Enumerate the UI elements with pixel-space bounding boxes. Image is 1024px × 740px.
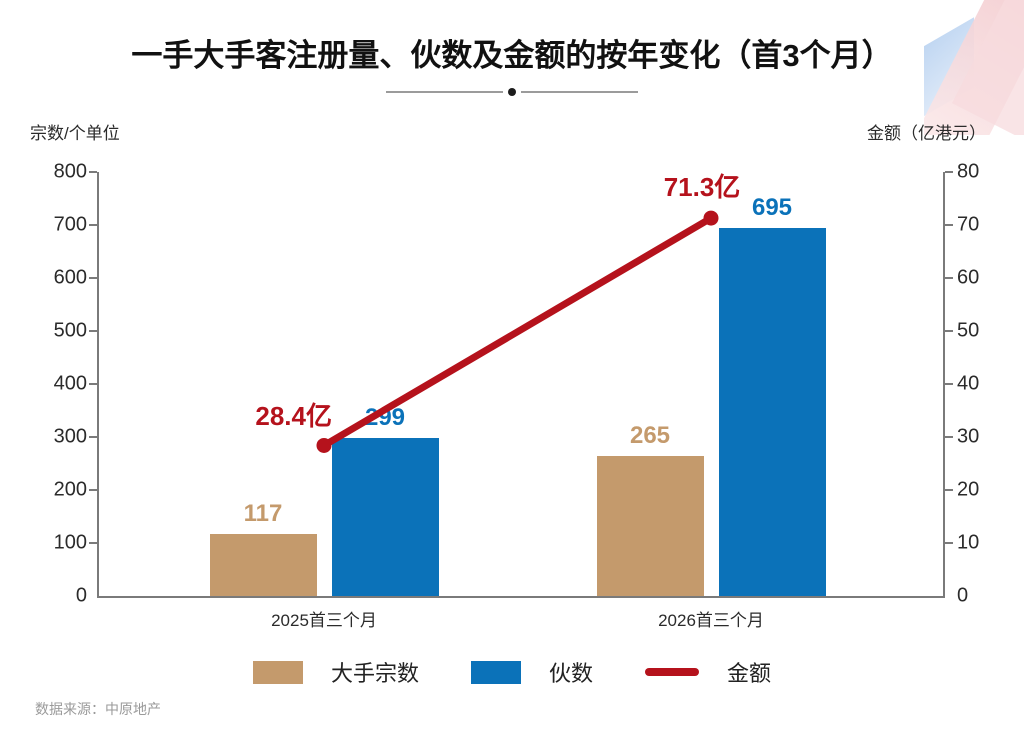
amount-line-point (316, 437, 332, 453)
left-axis-tick-label: 0 (75, 584, 87, 607)
right-axis-tick-mark (945, 171, 953, 173)
legend-item-amount: 金额 (645, 656, 771, 688)
right-axis-tick-label: 60 (957, 266, 980, 289)
left-axis-tick-mark (89, 489, 97, 491)
right-axis-tick-label: 0 (957, 584, 969, 607)
bar-伙数-2026首三个月 (718, 227, 826, 596)
source-note: 数据来源：中原地产 (35, 701, 161, 717)
right-axis-tick-label: 70 (957, 213, 980, 236)
bar-大手宗数-2026首三个月 (596, 455, 704, 596)
left-axis-tick-label: 200 (53, 478, 87, 501)
title-divider (0, 88, 1024, 96)
bar-伙数-2025首三个月 (331, 437, 439, 596)
right-axis-title: 金额（亿港元） (867, 124, 986, 143)
bar-value-label: 695 (751, 193, 793, 221)
left-axis-tick-label: 600 (53, 266, 87, 289)
left-axis-tick-label: 800 (53, 160, 87, 183)
amount-line (316, 210, 719, 453)
left-axis-tick-mark (89, 542, 97, 544)
left-axis-tick-mark (89, 277, 97, 279)
right-axis-tick-mark (945, 489, 953, 491)
legend-swatch-tan-bar (252, 660, 303, 684)
divider-line-left (386, 91, 503, 93)
left-axis-title: 宗数/个单位 (30, 124, 120, 143)
right-axis-tick-mark (945, 224, 953, 226)
x-axis-label: 2025首三个月 (271, 611, 377, 630)
right-axis-tick-label: 10 (957, 531, 980, 554)
left-axis-tick-label: 100 (53, 531, 87, 554)
right-axis-tick-label: 40 (957, 372, 980, 395)
left-axis-tick-mark (89, 383, 97, 385)
legend-item-units: 伙数 (470, 656, 593, 688)
right-axis-tick-mark (945, 383, 953, 385)
left-axis-tick-label: 400 (53, 372, 87, 395)
legend-item-cases: 大手宗数 (252, 656, 419, 688)
chart-title: 一手大手客注册量、伙数及金额的按年变化（首3个月） (131, 38, 893, 73)
right-axis-tick-label: 20 (957, 478, 980, 501)
legend-label: 大手宗数 (330, 661, 419, 686)
legend: 大手宗数 伙数 金额 (0, 656, 1024, 688)
left-axis-tick-mark (89, 330, 97, 332)
bar-大手宗数-2025首三个月 (209, 534, 317, 596)
amount-line-point (703, 210, 719, 226)
right-axis-tick-label: 80 (957, 160, 980, 183)
right-axis-tick-mark (945, 277, 953, 279)
x-axis-label: 2026首三个月 (658, 611, 764, 630)
divider-line-right (521, 91, 638, 93)
right-axis-tick-mark (945, 436, 953, 438)
left-axis-tick-mark (89, 171, 97, 173)
right-axis-tick-label: 30 (957, 425, 980, 448)
right-axis-tick-mark (945, 542, 953, 544)
left-axis-tick-mark (89, 224, 97, 226)
divider-dot (508, 88, 516, 96)
left-axis-tick-label: 500 (53, 319, 87, 342)
line-value-label: 71.3亿 (663, 172, 741, 203)
bar-value-label: 117 (243, 499, 283, 527)
plot-area: 800 700 600 500 400 300 200 100 0 80 70 60 50 40 30 20 1… (54, 161, 980, 631)
legend-swatch-red-line (645, 668, 699, 676)
right-axis-tick-mark (945, 330, 953, 332)
legend-label: 伙数 (548, 661, 593, 686)
right-axis-tick-label: 50 (957, 319, 980, 342)
line-value-label: 28.4亿 (255, 401, 332, 432)
bar-value-label: 265 (629, 421, 671, 449)
left-axis-tick-label: 700 (53, 213, 87, 236)
legend-swatch-blue-bar (470, 660, 521, 684)
legend-label: 金额 (727, 661, 772, 686)
left-axis-tick-mark (89, 436, 97, 438)
left-axis-tick-label: 300 (53, 425, 87, 448)
